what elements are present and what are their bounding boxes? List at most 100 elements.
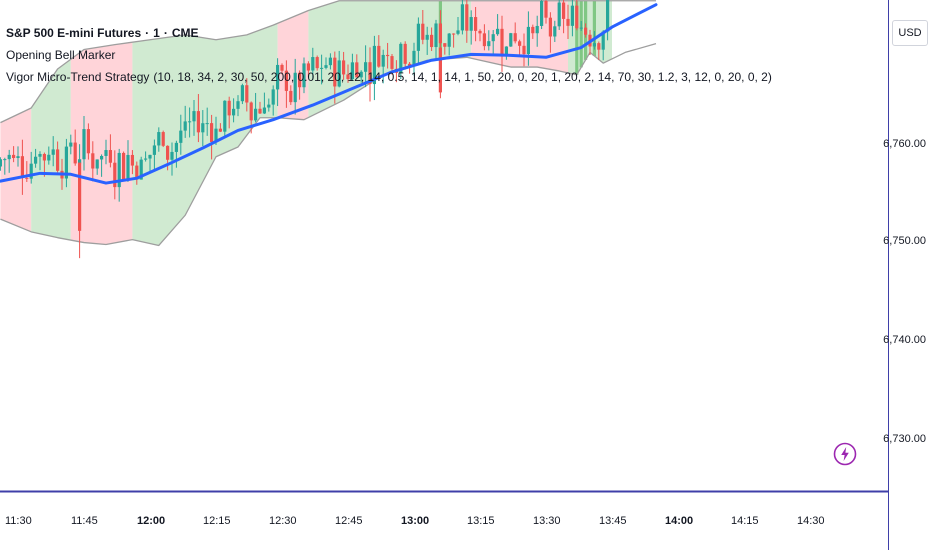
candle-body [302,63,306,88]
trend-region-bear [70,42,133,245]
candle-body [606,0,610,32]
candle-body [170,151,174,160]
lightning-icon[interactable] [833,442,857,466]
candle-body [174,142,178,152]
candle-body [78,162,82,231]
candle-body [34,156,38,164]
candle-body [430,34,434,48]
candle-body [434,23,438,48]
candle-body [117,152,121,188]
candle-body [152,145,156,155]
candle-body [504,46,508,57]
candle-body [122,152,126,180]
time-tick-label: 14:15 [731,515,759,527]
candle-body [482,33,486,47]
candle-body [254,108,258,121]
candle-body [346,74,350,80]
candle-body [42,153,46,161]
candle-body [262,107,266,114]
candle-body [284,70,288,91]
candle-body [311,57,315,71]
indicator-name: Vigor Micro-Trend Strategy [6,70,150,84]
candle-body [7,154,11,160]
symbol-separator: · [145,26,150,40]
candle-body [562,2,566,19]
candle-body [130,154,134,166]
candle-body [223,100,227,132]
candle-body [240,85,244,102]
candle-body [399,43,403,73]
candle-body [553,26,557,37]
candle-body [377,45,381,67]
candle-body [368,62,372,85]
signal-bar [579,0,583,68]
candle-body [333,57,337,87]
candle-body [157,132,161,146]
indicator-name: Opening Bell Marker [6,48,116,62]
candle-body [443,43,447,47]
candle-body [487,41,491,47]
time-tick-label: 12:00 [137,515,166,527]
candle-body [315,57,319,69]
indicator-legend-opening-bell[interactable]: Opening Bell Marker [6,44,772,66]
indicator-legend-vigor[interactable]: Vigor Micro-Trend Strategy (10, 18, 34, … [6,66,772,88]
candle-body [403,43,407,64]
band-upper-line [0,0,656,124]
candle-body [148,154,152,159]
candle-body [91,153,95,169]
candle-body [557,2,561,27]
candle-body [100,155,104,160]
candle-body [214,128,218,143]
candle-body [491,34,495,42]
price-tick-label: 6,740.00 [883,334,926,346]
candle-body [139,159,143,180]
time-tick-label: 13:30 [533,515,561,527]
symbol-exchange: CME [171,26,199,40]
candle-body [421,23,425,40]
trend-region-bear [277,10,309,120]
candle-body [161,132,165,146]
candle-body [183,121,187,131]
candle-body [474,17,478,31]
candle-body [108,150,112,163]
trend-region-bear [0,108,32,232]
candle-body [566,18,570,26]
plot-area[interactable] [0,0,658,259]
chart-legend: S&P 500 E-mini Futures · 1 · CME Opening… [6,22,772,88]
time-tick-label: 13:00 [401,515,430,527]
candle-body [447,33,451,47]
candle-body [412,50,416,67]
candle-body [535,25,539,34]
symbol-interval[interactable]: 1 [153,26,160,40]
candle-body [478,30,482,34]
candle-body [601,31,605,50]
candle-body [38,153,42,157]
time-tick-label: 12:15 [203,515,231,527]
candle-body [597,43,601,50]
candle-body [86,129,90,154]
candle-body [469,17,473,31]
candle-body [328,57,332,66]
currency-button[interactable]: USD [892,20,928,46]
candle-body [113,162,117,188]
candle-body [3,159,7,161]
legend-symbol-row[interactable]: S&P 500 E-mini Futures · 1 · CME [6,22,772,44]
band-lower-line [0,43,657,247]
candle-body [29,163,33,179]
symbol-title[interactable]: S&P 500 E-mini Futures [6,26,142,40]
time-tick-label: 12:45 [335,515,363,527]
signal-bar [575,0,579,75]
time-tick-label: 11:30 [5,515,32,527]
candle-body [276,64,280,90]
candle-body [144,158,148,160]
candle-body [20,156,24,178]
candle-body [210,123,214,143]
time-tick-label: 13:15 [467,515,495,527]
candle-body [359,71,363,78]
candle-body [544,0,548,18]
candle-body [69,142,73,147]
time-tick-label: 11:45 [71,515,98,527]
candle-body [364,62,368,72]
candle-body [540,0,544,26]
